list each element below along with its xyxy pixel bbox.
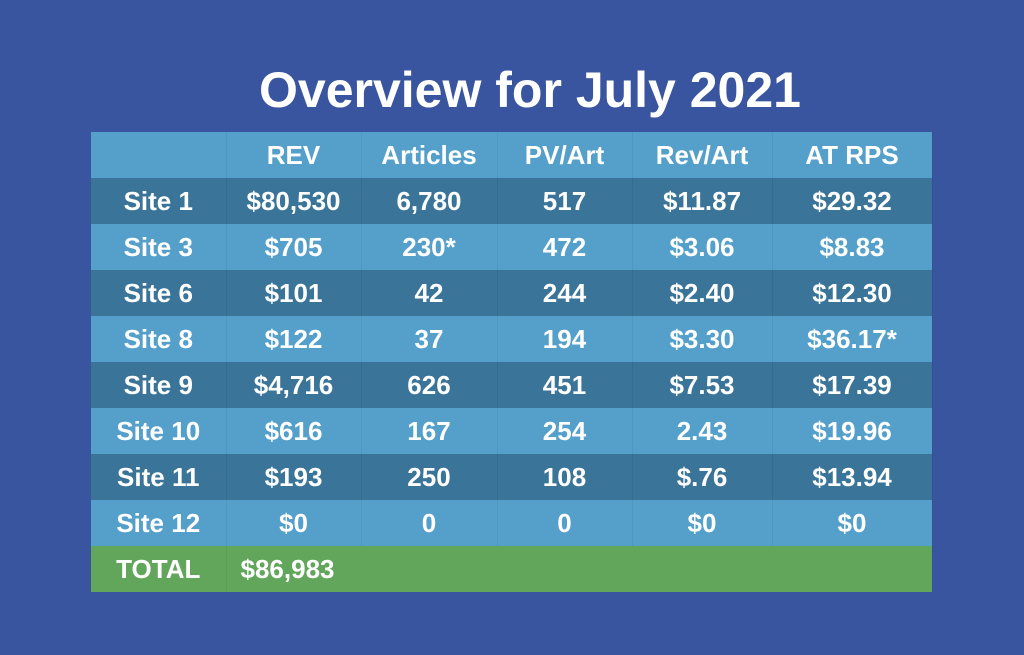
value-cell: 0 [497, 500, 633, 546]
value-cell: 6,780 [361, 178, 498, 224]
value-cell: $2.40 [632, 270, 773, 316]
table-row: Site 11 $193 250 108 $.76 $13.94 [91, 454, 933, 500]
value-cell: $705 [226, 224, 362, 270]
value-cell: $4,716 [226, 362, 362, 408]
value-cell: 42 [361, 270, 498, 316]
value-cell: 167 [361, 408, 498, 454]
value-cell: 2.43 [632, 408, 773, 454]
value-cell: 472 [497, 224, 633, 270]
column-header: Articles [361, 132, 498, 178]
page-title: Overview for July 2021 [259, 62, 801, 118]
column-header: AT RPS [772, 132, 933, 178]
table-row: Site 10 $616 167 254 2.43 $19.96 [91, 408, 933, 454]
value-cell: $122 [226, 316, 362, 362]
value-cell: $8.83 [772, 224, 933, 270]
value-cell: $.76 [632, 454, 773, 500]
column-header: Rev/Art [632, 132, 773, 178]
value-cell: $17.39 [772, 362, 933, 408]
total-label: TOTAL [91, 546, 227, 592]
column-header [91, 132, 227, 178]
table-row: Site 9 $4,716 626 451 $7.53 $17.39 [91, 362, 933, 408]
value-cell: $0 [226, 500, 362, 546]
site-name-cell: Site 10 [91, 408, 227, 454]
value-cell: 626 [361, 362, 498, 408]
total-row: TOTAL $86,983 [91, 546, 933, 592]
site-name-cell: Site 11 [91, 454, 227, 500]
value-cell: $193 [226, 454, 362, 500]
value-cell: 230* [361, 224, 498, 270]
value-cell: 254 [497, 408, 633, 454]
value-cell: 108 [497, 454, 633, 500]
value-cell: 250 [361, 454, 498, 500]
total-value: $86,983 [226, 546, 933, 592]
value-cell: 0 [361, 500, 498, 546]
site-name-cell: Site 6 [91, 270, 227, 316]
column-header: PV/Art [497, 132, 633, 178]
value-cell: $101 [226, 270, 362, 316]
value-cell: $80,530 [226, 178, 362, 224]
site-name-cell: Site 12 [91, 500, 227, 546]
column-header: REV [226, 132, 362, 178]
site-name-cell: Site 3 [91, 224, 227, 270]
site-name-cell: Site 9 [91, 362, 227, 408]
table-row: Site 6 $101 42 244 $2.40 $12.30 [91, 270, 933, 316]
table-row: Site 1 $80,530 6,780 517 $11.87 $29.32 [91, 178, 933, 224]
value-cell: 451 [497, 362, 633, 408]
value-cell: 517 [497, 178, 633, 224]
value-cell: 194 [497, 316, 633, 362]
table-row: Site 8 $122 37 194 $3.30 $36.17* [91, 316, 933, 362]
value-cell: $7.53 [632, 362, 773, 408]
table-row: Site 3 $705 230* 472 $3.06 $8.83 [91, 224, 933, 270]
value-cell: 37 [361, 316, 498, 362]
value-cell: $19.96 [772, 408, 933, 454]
table-row: Site 12 $0 0 0 $0 $0 [91, 500, 933, 546]
value-cell: $0 [632, 500, 773, 546]
site-name-cell: Site 1 [91, 178, 227, 224]
value-cell: 244 [497, 270, 633, 316]
value-cell: $0 [772, 500, 933, 546]
value-cell: $12.30 [772, 270, 933, 316]
value-cell: $13.94 [772, 454, 933, 500]
overview-table: REV Articles PV/Art Rev/Art AT RPS Site 1 $80,… [91, 132, 933, 592]
value-cell: $36.17* [772, 316, 933, 362]
value-cell: $3.30 [632, 316, 773, 362]
header-row: REV Articles PV/Art Rev/Art AT RPS [91, 132, 933, 178]
value-cell: $616 [226, 408, 362, 454]
value-cell: $3.06 [632, 224, 773, 270]
value-cell: $29.32 [772, 178, 933, 224]
value-cell: $11.87 [632, 178, 773, 224]
site-name-cell: Site 8 [91, 316, 227, 362]
